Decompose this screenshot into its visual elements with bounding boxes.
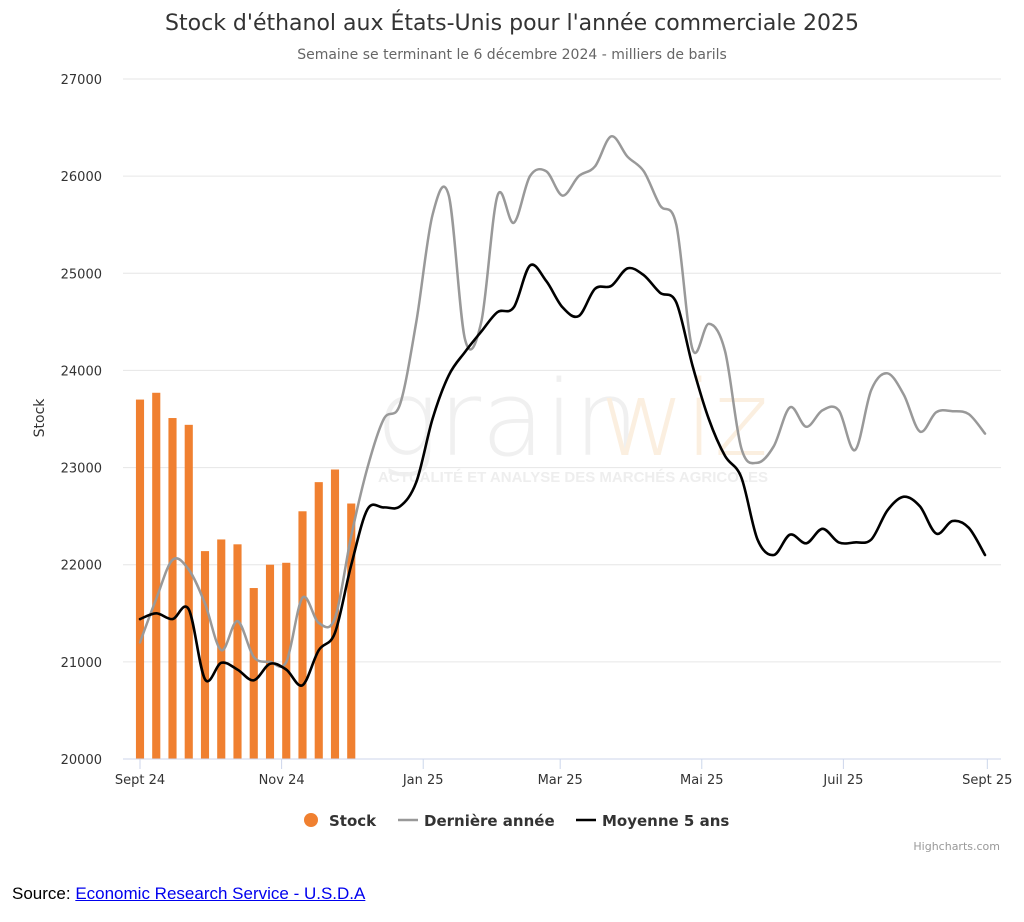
watermark-brand-right: wiz [600,358,769,480]
stock-bar[interactable] [200,551,210,759]
legend[interactable]: Stock Dernière année Moyenne 5 ans [304,812,729,830]
highcharts-credits[interactable]: Highcharts.com [913,840,1000,853]
x-tick-label: Mai 25 [680,773,723,788]
y-axis-tick-labels: 20000 21000 22000 23000 24000 25000 26000 27000 [61,73,102,768]
stock-bar[interactable] [168,418,177,759]
y-tick-label: 21000 [61,656,102,671]
x-axis-ticks: Sept 24 Nov 24 Jan 25 Mar 25 Mai 25 Juil 25 Se… [115,759,1012,788]
legend-symbol [304,813,318,827]
stock-bar[interactable] [184,424,193,759]
y-tick-label: 25000 [61,267,102,282]
legend-item-moyenne-5-ans[interactable]: Moyenne 5 ans [576,812,729,830]
watermark-brand-left: grain [376,358,640,480]
x-tick-label: Sept 25 [962,773,1012,788]
legend-item-stock[interactable]: Stock [304,812,377,830]
y-axis-title: Stock [32,398,48,438]
stock-bar[interactable] [233,544,242,759]
legend-label: Stock [329,812,377,830]
y-tick-label: 27000 [61,73,102,88]
stock-bar[interactable] [314,482,323,759]
stock-bar[interactable] [152,392,161,759]
moyenne-5-ans-line[interactable] [138,263,987,687]
chart-subtitle: Semaine se terminant le 6 décembre 2024 … [297,47,727,63]
series-lines [138,135,987,687]
y-tick-label: 23000 [61,462,102,477]
stock-bars [135,392,356,759]
x-tick-label: Nov 24 [259,773,305,788]
watermark-tagline: ACTUALITÉ ET ANALYSE DES MARCHÉS AGRICOL… [378,469,768,486]
y-tick-label: 22000 [61,559,102,574]
grainwiz-watermark: grain wiz ACTUALITÉ ET ANALYSE DES MARCH… [376,358,769,486]
stock-bar[interactable] [249,588,258,759]
source-prefix: Source: [12,884,76,903]
x-tick-label: Juil 25 [822,773,863,788]
stock-bar[interactable] [135,399,145,759]
x-tick-label: Jan 25 [402,773,444,788]
legend-item-derniere-annee[interactable]: Dernière année [398,812,555,830]
x-tick-label: Mar 25 [538,773,583,788]
source-link[interactable]: Economic Research Service - U.S.D.A [75,884,366,903]
grid-lines [123,78,1001,663]
ethanol-stock-chart: grain wiz ACTUALITÉ ET ANALYSE DES MARCH… [32,10,1012,853]
y-tick-label: 26000 [61,170,102,185]
stock-bar[interactable] [347,503,356,759]
source-note: Source: Economic Research Service - U.S.… [12,884,365,904]
chart-title: Stock d'éthanol aux États-Unis pour l'an… [165,10,859,36]
x-tick-label: Sept 24 [115,773,165,788]
y-tick-label: 24000 [61,364,102,379]
legend-label: Moyenne 5 ans [602,812,729,830]
legend-label: Dernière année [424,812,555,830]
y-tick-label: 20000 [61,753,102,768]
derniere-annee-line[interactable] [138,135,987,669]
stock-bar[interactable] [298,511,307,759]
